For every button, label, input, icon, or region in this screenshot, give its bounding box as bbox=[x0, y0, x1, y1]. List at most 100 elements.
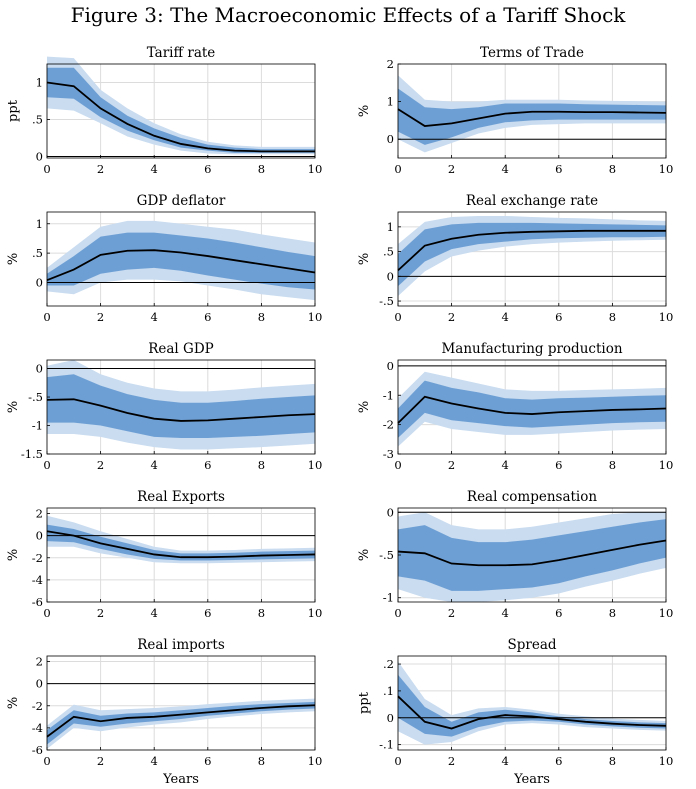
median-response-line bbox=[397, 229, 666, 272]
y-tick-label: 0 bbox=[36, 276, 43, 290]
y-tick-label: .1 bbox=[383, 684, 394, 698]
x-tick-label: 2 bbox=[97, 458, 104, 472]
y-tick-label: 1 bbox=[387, 95, 394, 109]
median-response-line bbox=[397, 108, 667, 127]
x-tick-label: 6 bbox=[555, 606, 562, 620]
chart-panel: 0 2 4 6 8 10 -6 -4 -2 0 2 Real Exports% bbox=[6, 489, 322, 620]
x-tick-label: 2 bbox=[97, 162, 104, 176]
y-tick-label: 0 bbox=[387, 711, 394, 725]
x-tick-label: 8 bbox=[258, 754, 265, 768]
plot-frame bbox=[397, 211, 667, 307]
x-tick-label: 6 bbox=[555, 310, 562, 324]
x-tick-label: 0 bbox=[394, 162, 401, 176]
x-tick-label: 0 bbox=[394, 458, 401, 472]
x-tick-label: 2 bbox=[448, 606, 455, 620]
panel-title: GDP deflator bbox=[137, 193, 226, 209]
x-tick-label: 8 bbox=[609, 310, 616, 324]
y-tick-label: -4 bbox=[32, 721, 43, 735]
panel-title: Real compensation bbox=[467, 489, 597, 505]
x-tick-label: 10 bbox=[308, 310, 323, 324]
y-tick-label: 1 bbox=[387, 220, 394, 234]
x-tick-label: 2 bbox=[448, 162, 455, 176]
x-tick-label: 4 bbox=[502, 754, 509, 768]
y-tick-label: 1 bbox=[36, 217, 43, 231]
y-tick-label: 1 bbox=[36, 76, 43, 90]
y-tick-label: .5 bbox=[32, 246, 43, 260]
x-tick-label: 2 bbox=[448, 310, 455, 324]
y-axis-label: % bbox=[357, 105, 372, 117]
y-tick-label: -2 bbox=[32, 699, 43, 713]
x-tick-label: 6 bbox=[555, 162, 562, 176]
plot-frame bbox=[397, 655, 667, 751]
x-tick-label: 8 bbox=[258, 310, 265, 324]
x-tick-label: 6 bbox=[204, 162, 211, 176]
panel-title: Real GDP bbox=[148, 341, 214, 357]
inner-confidence-band bbox=[398, 674, 666, 737]
x-tick-label: 10 bbox=[659, 458, 674, 472]
x-tick-label: 0 bbox=[43, 310, 50, 324]
x-tick-label: 0 bbox=[43, 458, 50, 472]
plot-frame bbox=[46, 507, 316, 603]
outer-confidence-band bbox=[47, 56, 315, 155]
y-tick-label: -6 bbox=[32, 743, 43, 757]
chart-panel: 0 2 4 6 8 10 0 .5 1 GDP deflator% bbox=[6, 193, 322, 324]
inner-confidence-band bbox=[47, 524, 315, 561]
plot-frame bbox=[46, 63, 316, 159]
x-tick-label: 6 bbox=[204, 310, 211, 324]
y-tick-label: 0 bbox=[36, 677, 43, 691]
x-tick-label: 8 bbox=[258, 162, 265, 176]
y-tick-label: -1 bbox=[383, 388, 394, 402]
panel-title: Spread bbox=[507, 637, 556, 653]
x-tick-label: 10 bbox=[308, 606, 323, 620]
inner-confidence-band bbox=[398, 222, 666, 287]
panel-title: Terms of Trade bbox=[480, 45, 584, 61]
y-axis-label: ppt bbox=[6, 99, 21, 122]
x-tick-label: 4 bbox=[151, 458, 158, 472]
chart-panel: 0 2 4 6 8 10 0 1 2 Terms of Trade% bbox=[357, 45, 673, 176]
chart-panel: 0 2 4 6 8 10 0 .5 1 Tariff rate ppt bbox=[6, 45, 322, 176]
x-tick-label: 8 bbox=[258, 458, 265, 472]
x-tick-label: 4 bbox=[151, 606, 158, 620]
x-tick-label: 4 bbox=[502, 310, 509, 324]
x-tick-label: 10 bbox=[308, 754, 323, 768]
y-tick-label: -1 bbox=[383, 591, 394, 605]
y-tick-label: 0 bbox=[387, 132, 394, 146]
plot-frame bbox=[46, 359, 316, 455]
x-tick-label: 4 bbox=[502, 606, 509, 620]
median-response-line bbox=[46, 398, 316, 422]
x-tick-label: 0 bbox=[43, 754, 50, 768]
y-tick-label: 0 bbox=[36, 362, 43, 376]
x-tick-label: 4 bbox=[151, 310, 158, 324]
panel-title: Real imports bbox=[137, 637, 225, 653]
plot-frame bbox=[397, 63, 667, 159]
y-tick-label: -2 bbox=[383, 418, 394, 432]
y-tick-label: 2 bbox=[387, 57, 394, 71]
x-tick-label: 0 bbox=[394, 310, 401, 324]
x-tick-label: 8 bbox=[609, 162, 616, 176]
chart-panel: 0 2 4 6 8 10 -1 -.5 0 Real compensation% bbox=[357, 489, 673, 620]
x-tick-label: 8 bbox=[609, 606, 616, 620]
y-tick-label: 0 bbox=[387, 505, 394, 519]
median-response-line bbox=[46, 704, 316, 738]
median-response-line bbox=[46, 530, 316, 559]
y-tick-label: -4 bbox=[32, 573, 43, 587]
x-tick-label: 6 bbox=[204, 754, 211, 768]
inner-confidence-band bbox=[47, 232, 315, 290]
x-tick-label: 8 bbox=[258, 606, 265, 620]
y-tick-label: -.5 bbox=[379, 548, 394, 562]
x-tick-label: 2 bbox=[97, 606, 104, 620]
x-tick-label: 6 bbox=[204, 458, 211, 472]
panel-title: Real exchange rate bbox=[466, 193, 598, 209]
panel-title: Real Exports bbox=[137, 489, 225, 505]
x-tick-label: 4 bbox=[151, 162, 158, 176]
y-tick-label: -.5 bbox=[28, 390, 43, 404]
x-tick-label: 10 bbox=[308, 162, 323, 176]
median-response-line bbox=[397, 695, 667, 730]
y-axis-label: % bbox=[6, 549, 21, 561]
x-axis-label: Years bbox=[513, 772, 550, 787]
y-tick-label: -1 bbox=[32, 419, 43, 433]
y-tick-label: 0 bbox=[36, 150, 43, 164]
y-tick-label: .2 bbox=[383, 657, 394, 671]
y-axis-label: % bbox=[357, 253, 372, 265]
